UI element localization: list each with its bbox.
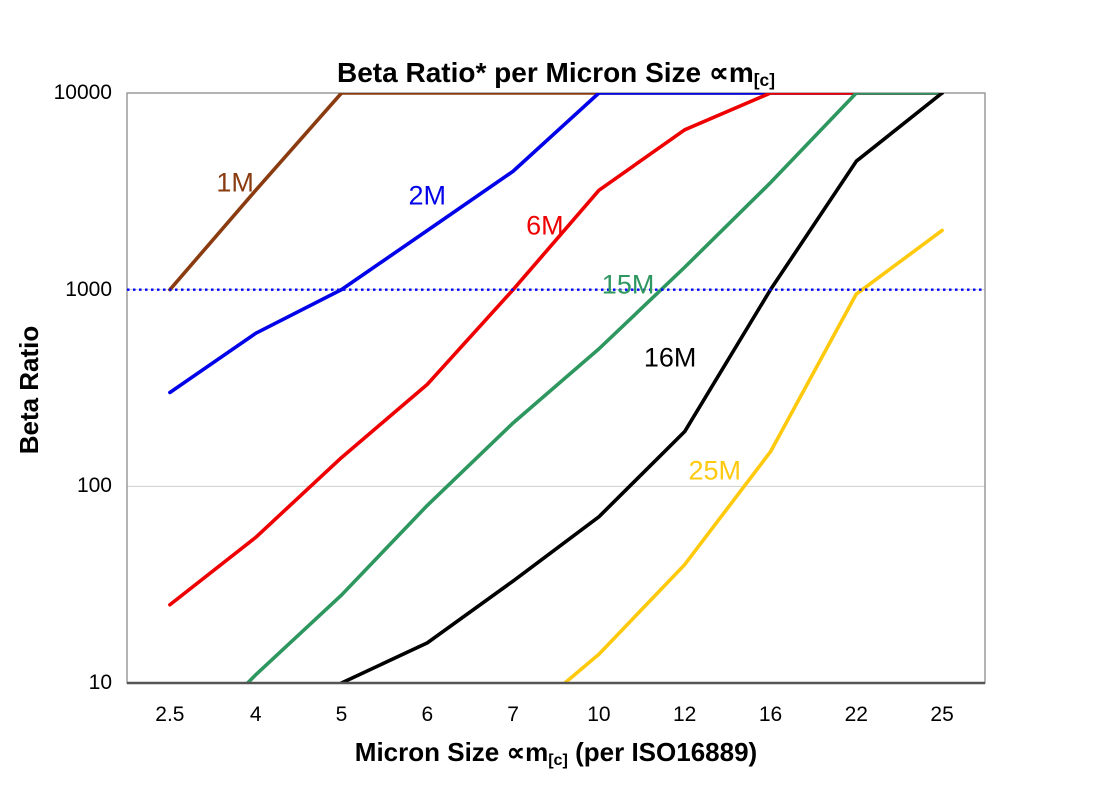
x-tick-25: 25 [930,703,954,726]
y-tick-10000: 10000 [53,81,112,104]
series-label-1M: 1M [216,167,254,198]
series-label-16M: 16M [643,342,697,373]
x-axis-label: Micron Size ∝m[c] (per ISO16889) [354,737,758,770]
series-label-15M: 15M [601,269,655,300]
series-line-6M [168,93,944,607]
x-tick-16: 16 [758,703,783,726]
series-line-1M [168,93,944,292]
chart-title-subscript: [c] [753,70,775,91]
x-tick-10: 10 [587,703,611,726]
series-line-15M [245,93,944,683]
chart-title-text: Beta Ratio* per Micron Size ∝m [337,57,754,88]
x-tick-22: 22 [844,703,868,726]
y-tick-10: 10 [88,671,112,694]
x-tick-4: 4 [249,703,262,726]
x-axis-label-suffix: (per ISO16889) [567,737,758,767]
series-line-2M [168,93,944,395]
y-tick-1000: 1000 [65,277,112,301]
chart-title: Beta Ratio* per Micron Size ∝m[c] [337,56,775,91]
x-axis-label-subscript: [c] [548,751,568,770]
y-tick-100: 100 [76,474,112,498]
series-line-16M [338,93,944,683]
series-label-2M: 2M [408,180,447,211]
x-tick-6: 6 [421,703,434,726]
x-tick-7: 7 [507,703,519,726]
x-tick-5: 5 [335,703,348,726]
series-label-25M: 25M [688,455,741,486]
x-tick-2.5: 2.5 [155,703,185,726]
x-axis-label-text: Micron Size ∝m [354,737,549,767]
series-label-6M: 6M [526,210,564,241]
series-line-25M [562,228,944,683]
x-tick-12: 12 [673,703,697,726]
